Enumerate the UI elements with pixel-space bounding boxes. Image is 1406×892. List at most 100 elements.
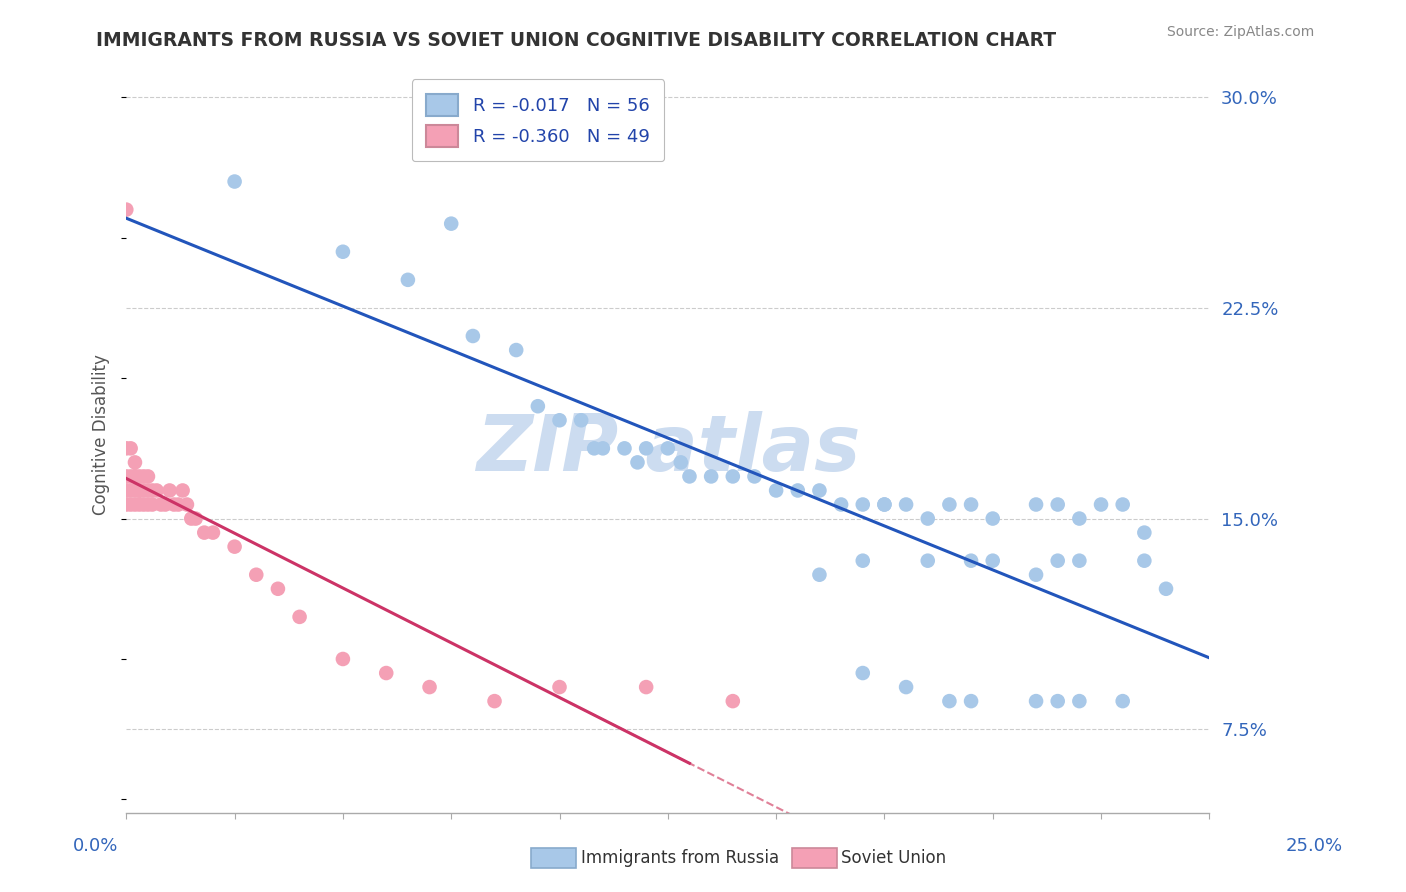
Point (700, 469, 723, 483)
Point (1112, 694, 1135, 708)
Point (136, 469, 159, 483)
Point (917, 511, 939, 525)
Point (1133, 525, 1156, 540)
Point (128, 483, 150, 498)
Point (128, 469, 150, 483)
Point (960, 554, 983, 568)
Point (592, 442, 614, 456)
Text: Source: ZipAtlas.com: Source: ZipAtlas.com (1167, 25, 1315, 39)
Point (163, 498, 186, 512)
Point (1046, 554, 1069, 568)
Point (808, 483, 831, 498)
Point (744, 469, 766, 483)
Point (1069, 694, 1091, 708)
Point (141, 483, 163, 498)
Text: ZIP atlas: ZIP atlas (475, 411, 860, 487)
Point (115, 498, 138, 512)
Point (765, 483, 787, 498)
Point (1025, 567, 1047, 582)
Point (505, 343, 527, 357)
Point (1090, 498, 1112, 512)
Point (115, 483, 138, 498)
Legend: R = -0.017   N = 56, R = -0.360   N = 49: R = -0.017 N = 56, R = -0.360 N = 49 (412, 79, 664, 161)
Text: Soviet Union: Soviet Union (841, 849, 946, 867)
Point (440, 217, 463, 231)
Point (288, 610, 311, 624)
Point (124, 469, 146, 483)
Point (159, 483, 181, 498)
Point (375, 666, 398, 681)
Point (527, 399, 550, 413)
Point (332, 652, 354, 666)
Point (124, 455, 146, 469)
Point (120, 483, 142, 498)
Point (721, 469, 744, 483)
Point (981, 554, 1004, 568)
Point (224, 540, 246, 554)
Point (128, 483, 150, 498)
Point (852, 666, 875, 681)
Text: 0.0%: 0.0% (73, 837, 118, 855)
Point (786, 483, 808, 498)
Point (960, 694, 983, 708)
Point (155, 498, 177, 512)
Point (267, 582, 290, 596)
Point (396, 273, 419, 287)
Point (184, 511, 207, 525)
Point (124, 469, 146, 483)
Point (201, 525, 224, 540)
Point (548, 680, 571, 694)
Point (120, 469, 142, 483)
Point (873, 498, 896, 512)
Point (1025, 498, 1047, 512)
Point (132, 469, 155, 483)
Point (1046, 694, 1069, 708)
Point (636, 442, 658, 456)
Point (657, 442, 679, 456)
Point (894, 680, 917, 694)
Point (149, 498, 172, 512)
Point (136, 498, 159, 512)
Point (1112, 498, 1135, 512)
Point (1069, 511, 1091, 525)
Point (626, 455, 648, 469)
Point (852, 498, 875, 512)
Point (1154, 582, 1177, 596)
Point (461, 329, 484, 343)
Point (917, 554, 939, 568)
Point (613, 442, 636, 456)
Point (981, 511, 1004, 525)
Point (894, 498, 917, 512)
Point (141, 498, 163, 512)
Point (176, 498, 198, 512)
Point (873, 498, 896, 512)
Point (136, 483, 159, 498)
Text: IMMIGRANTS FROM RUSSIA VS SOVIET UNION COGNITIVE DISABILITY CORRELATION CHART: IMMIGRANTS FROM RUSSIA VS SOVIET UNION C… (96, 31, 1056, 50)
Point (115, 469, 138, 483)
Point (120, 498, 142, 512)
Point (548, 413, 571, 427)
Point (332, 244, 354, 259)
Point (960, 498, 983, 512)
Point (484, 694, 506, 708)
Point (1025, 694, 1047, 708)
Point (245, 567, 267, 582)
Point (1133, 554, 1156, 568)
Point (124, 498, 146, 512)
Point (636, 680, 658, 694)
Point (721, 694, 744, 708)
Point (145, 483, 167, 498)
Point (830, 498, 852, 512)
Point (167, 498, 190, 512)
Point (1046, 498, 1069, 512)
Point (120, 442, 142, 456)
Point (808, 567, 831, 582)
Point (115, 442, 138, 456)
Point (115, 202, 138, 217)
Point (193, 525, 215, 540)
Text: 25.0%: 25.0% (1286, 837, 1343, 855)
Point (132, 498, 155, 512)
Point (852, 554, 875, 568)
Point (583, 442, 606, 456)
Point (569, 413, 592, 427)
